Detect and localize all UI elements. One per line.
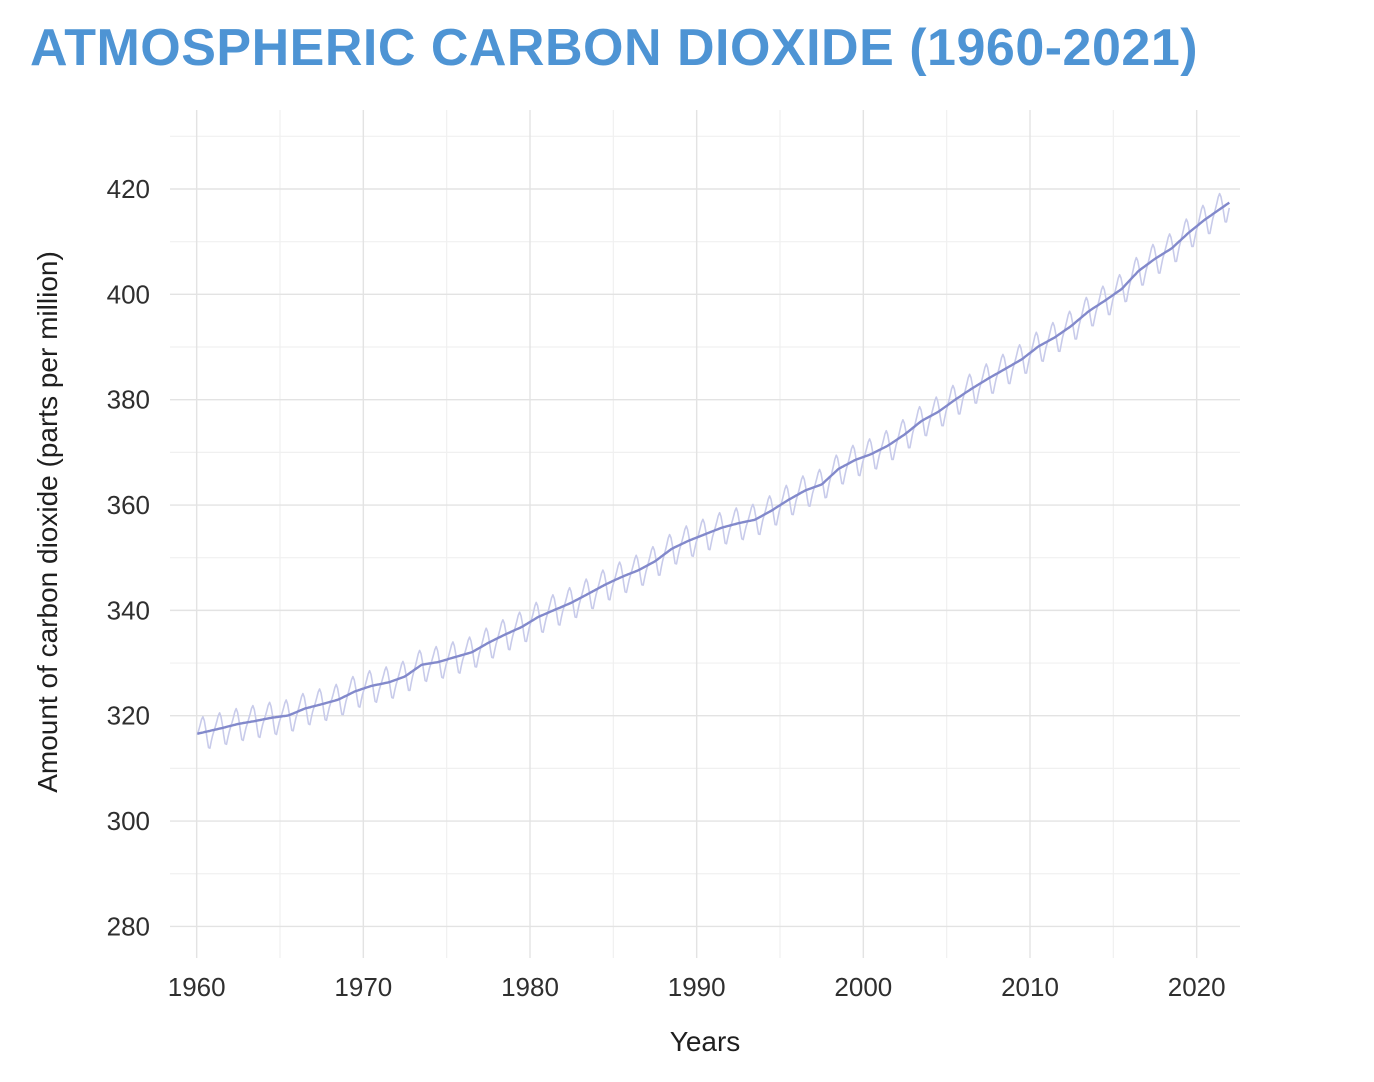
x-tick-label: 1980 — [501, 972, 559, 1002]
x-tick-label: 1970 — [334, 972, 392, 1002]
x-tick-label: 2010 — [1001, 972, 1059, 1002]
y-tick-label: 320 — [107, 701, 150, 731]
chart-title: ATMOSPHERIC CARBON DIOXIDE (1960-2021) — [30, 19, 1199, 77]
x-axis-title: Years — [669, 1026, 741, 1057]
y-tick-label: 360 — [107, 490, 150, 520]
y-tick-label: 280 — [107, 911, 150, 941]
annual-trend-line — [197, 201, 1230, 735]
y-tick-label: 300 — [107, 806, 150, 836]
y-tick-label: 340 — [107, 595, 150, 625]
y-tick-label: 380 — [107, 385, 150, 415]
y-tick-label: 420 — [107, 174, 150, 204]
x-tick-label: 2000 — [834, 972, 892, 1002]
y-tick-label: 400 — [107, 279, 150, 309]
x-tick-label: 1960 — [168, 972, 226, 1002]
monthly-co2-line — [196, 192, 1231, 750]
y-axis-title: Amount of carbon dioxide (parts per mill… — [32, 251, 63, 793]
x-tick-label: 2020 — [1168, 972, 1226, 1002]
x-tick-label: 1990 — [668, 972, 726, 1002]
